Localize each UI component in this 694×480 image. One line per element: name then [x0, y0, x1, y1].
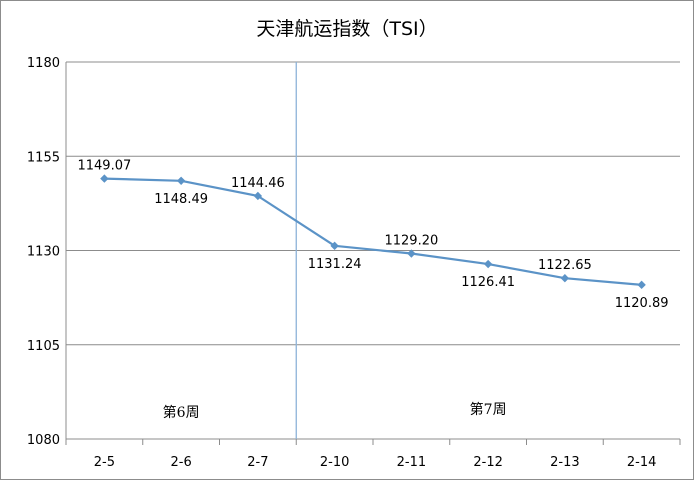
data-label: 1148.49 — [154, 192, 208, 207]
week-label: 第6周 — [163, 404, 200, 421]
data-point-marker — [100, 174, 109, 183]
series-line — [104, 177, 642, 286]
data-label: 1122.65 — [538, 258, 592, 273]
data-labels: 1149.07 1148.49 1144.46 1131.24 1129.20 1126.… — [77, 159, 668, 311]
x-tick-label: 2-6 — [171, 455, 192, 470]
data-label: 1144.46 — [231, 176, 285, 191]
data-label: 1120.89 — [615, 296, 669, 311]
data-label: 1129.20 — [384, 234, 438, 249]
data-point-marker — [637, 280, 646, 290]
data-label: 1149.07 — [77, 159, 131, 174]
data-point-marker — [483, 259, 493, 269]
series-line-path — [104, 177, 642, 286]
x-tick-label: 2-7 — [247, 455, 268, 470]
data-point-marker — [176, 176, 186, 185]
data-points — [100, 174, 646, 290]
x-tick-label: 2-5 — [94, 455, 115, 470]
x-tick-label: 2-10 — [320, 455, 350, 470]
chart-title: 天津航运指数（TSI） — [256, 18, 437, 40]
y-tick-label: 1155 — [27, 150, 60, 165]
y-tick-label: 1080 — [27, 433, 60, 448]
x-tick-label: 2-13 — [550, 455, 580, 470]
week-labels: 第6周 第7周 — [163, 401, 507, 421]
x-tick-label: 2-11 — [397, 455, 427, 470]
data-point-marker — [560, 274, 570, 283]
week-label: 第7周 — [470, 401, 507, 418]
x-tick-label: 2-12 — [473, 455, 503, 470]
data-label: 1131.24 — [308, 257, 362, 272]
y-axis-ticks: 1080 1105 1130 1155 1180 — [27, 56, 60, 448]
data-point-marker — [407, 249, 416, 258]
x-tick-label: 2-14 — [627, 455, 657, 470]
y-tick-label: 1105 — [27, 339, 60, 354]
x-axis-ticks: 2-5 2-6 2-7 2-10 2-11 2-12 2-13 2-14 — [65, 439, 681, 470]
y-tick-label: 1130 — [27, 245, 60, 260]
y-tick-label: 1180 — [27, 56, 60, 71]
data-label: 1126.41 — [461, 275, 515, 290]
data-point-marker — [330, 241, 339, 251]
data-point-marker — [253, 191, 263, 201]
